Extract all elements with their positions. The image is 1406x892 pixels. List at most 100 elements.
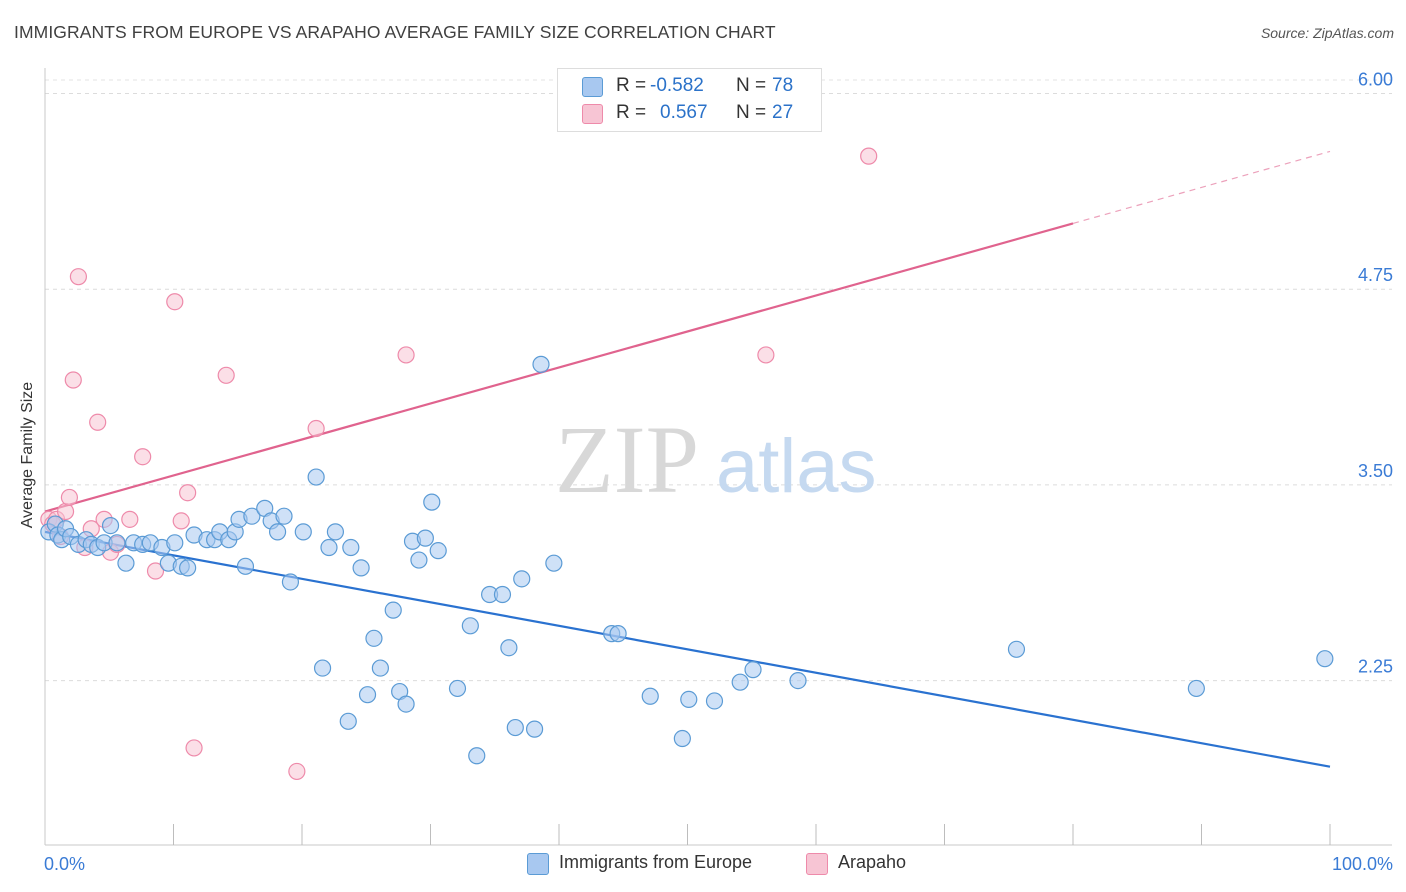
arapaho-point (397, 346, 415, 364)
europe-point (641, 687, 659, 705)
europe-point (243, 507, 261, 525)
europe-point (423, 493, 441, 511)
europe-point (1316, 650, 1334, 668)
europe-point (1187, 679, 1205, 698)
europe-point (680, 690, 698, 708)
arapaho-point (185, 739, 203, 757)
data-points (40, 147, 1334, 781)
watermark-atlas: atlas (716, 424, 877, 509)
europe-trend-line (44, 530, 1331, 768)
gridlines (45, 79, 1392, 682)
europe-point (461, 617, 479, 635)
europe-point (326, 523, 345, 541)
y-tick-label: 4.75 (1358, 265, 1393, 285)
source-label: Source: ZipAtlas.com (1260, 25, 1394, 41)
europe-point (358, 686, 377, 704)
legend-r-label: R = (616, 102, 647, 123)
europe-point (429, 542, 447, 560)
europe-point (468, 747, 486, 765)
arapaho-point (288, 762, 306, 781)
europe-point (513, 570, 531, 588)
europe-point (352, 559, 370, 577)
europe-point (307, 468, 325, 486)
europe-point (500, 639, 518, 657)
watermark: ZIP atlas (555, 406, 877, 513)
europe-point (609, 625, 627, 643)
y-axis-label: Average Family Size (19, 381, 36, 529)
arapaho-point (860, 147, 878, 165)
europe-point (789, 672, 807, 690)
legend-r-value-arapaho: 0.567 (660, 102, 708, 123)
europe-point (705, 692, 724, 710)
europe-point (525, 720, 544, 738)
y-tick-label: 3.50 (1358, 461, 1393, 481)
legend-r-value-europe: -0.582 (650, 75, 704, 96)
legend-n-label: N = (736, 102, 767, 123)
tick-labels: 2.25 3.50 4.75 6.00 0.0% 100.0% (44, 69, 1393, 874)
chart-title: IMMIGRANTS FROM EUROPE VS ARAPAHO AVERAG… (14, 22, 776, 42)
arapaho-point (121, 510, 139, 528)
europe-point (384, 601, 402, 619)
y-tick-label: 6.00 (1358, 69, 1393, 89)
arapaho-point (146, 562, 165, 580)
arapaho-point (89, 413, 107, 431)
europe-point (342, 538, 360, 557)
europe-point (236, 557, 255, 575)
europe-point (371, 659, 389, 677)
arapaho-point (179, 484, 197, 502)
arapaho-point (166, 293, 184, 311)
watermark-zip: ZIP (555, 406, 699, 513)
bottom-legend-swatch-arapaho (806, 853, 828, 875)
europe-point (416, 529, 434, 547)
europe-point (117, 554, 135, 572)
arapaho-point (60, 488, 79, 507)
europe-point (101, 517, 120, 535)
correlation-legend: R = -0.582 N = 78 R = 0.567 N = 27 (557, 68, 822, 132)
arapaho-point (172, 512, 190, 530)
europe-point (1007, 640, 1026, 658)
x-tick-label-start: 0.0% (44, 854, 85, 874)
x-tick-label-end: 100.0% (1332, 854, 1393, 874)
bottom-legend-label-europe: Immigrants from Europe (559, 852, 753, 872)
legend-swatch-europe (582, 77, 603, 97)
europe-point (313, 659, 332, 677)
europe-point (493, 585, 512, 604)
europe-point (166, 534, 184, 552)
arapaho-trend-extension (1072, 150, 1331, 225)
europe-point (294, 523, 312, 541)
arapaho-point (307, 419, 325, 438)
europe-point (281, 573, 300, 591)
legend-n-value-europe: 78 (772, 75, 794, 96)
legend-n-value-arapaho: 27 (772, 102, 794, 123)
europe-point (448, 679, 467, 698)
legend-swatch-arapaho (582, 104, 603, 124)
europe-point (410, 551, 428, 569)
europe-point (744, 661, 762, 679)
y-tick-label: 2.25 (1358, 657, 1393, 677)
europe-point (320, 538, 338, 557)
trend-lines (44, 150, 1331, 768)
arapaho-point (69, 268, 88, 286)
europe-point (365, 629, 383, 647)
europe-point (268, 523, 287, 541)
europe-point (179, 559, 197, 577)
bottom-legend-label-arapaho: Arapaho (838, 852, 907, 872)
europe-point (397, 695, 415, 713)
europe-point (108, 534, 126, 552)
europe-point (673, 729, 691, 748)
europe-point (545, 554, 563, 572)
bottom-legend-swatch-europe (527, 853, 549, 875)
europe-point (731, 673, 749, 691)
arapaho-point (757, 346, 775, 364)
arapaho-point (64, 371, 82, 389)
legend-r-label: R = (616, 75, 647, 96)
axes (44, 68, 1392, 846)
europe-point (506, 718, 524, 737)
arapaho-trend-line (44, 222, 1074, 513)
europe-point (532, 355, 550, 373)
legend-n-label: N = (736, 75, 767, 96)
arapaho-point (134, 448, 152, 466)
europe-point (339, 712, 357, 730)
arapaho-point (217, 366, 235, 384)
